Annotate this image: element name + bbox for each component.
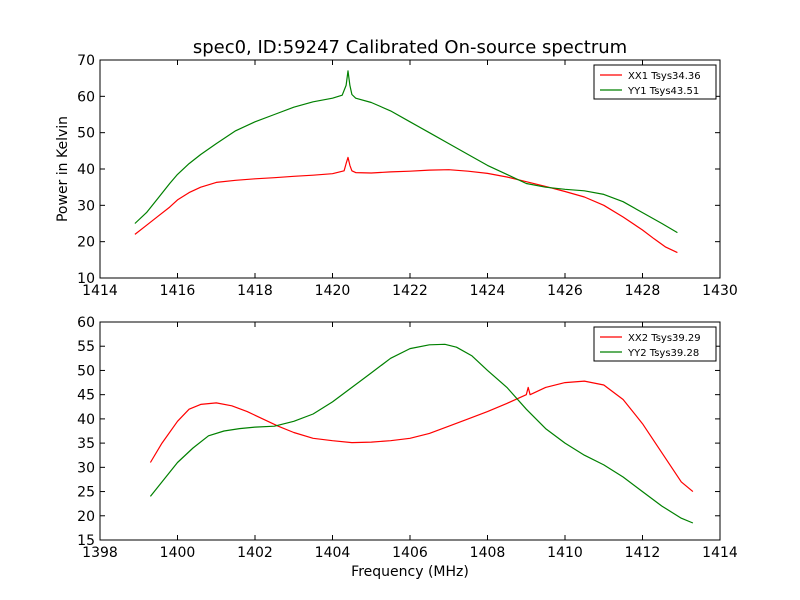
legend-box	[593, 326, 717, 362]
y-tick-label: 30	[77, 460, 95, 476]
x-tick-label: 1418	[237, 283, 273, 299]
legend: XX2 Tsys39.29 YY2 Tsys39.28	[593, 326, 717, 362]
y-axis-label: Power in Kelvin	[55, 116, 71, 222]
series-line-xx2	[149, 380, 694, 493]
y-tick-label: 40	[77, 412, 95, 428]
x-tick-label: 1412	[625, 545, 661, 561]
x-tick-label: 1428	[625, 283, 661, 299]
y-tick-label: 45	[77, 388, 95, 404]
chart-panel-2: 1398 1400 1402 1404 1406 1408 1410 1412 1414 15 20…	[77, 315, 738, 580]
x-tick-label: 1402	[237, 545, 273, 561]
y-tick-label: 60	[77, 89, 95, 105]
y-tick-label: 40	[77, 162, 95, 178]
x-tick-label: 1404	[315, 545, 351, 561]
y-tick-label: 60	[77, 315, 95, 331]
y-tick-label: 55	[77, 339, 95, 355]
legend: XX1 Tsys34.36 YY1 Tsys43.51	[593, 64, 717, 100]
x-tick-label: 1430	[702, 283, 738, 299]
legend-box	[593, 64, 717, 100]
y-tick-label: 35	[77, 436, 95, 452]
x-tick-label: 1414	[702, 545, 738, 561]
x-tick-label: 1420	[315, 283, 351, 299]
x-tick-label: 1406	[392, 545, 428, 561]
series-line-xx1	[134, 156, 678, 254]
series-line-yy1	[134, 70, 678, 234]
x-tick-label: 1398	[82, 545, 118, 561]
legend-entry: XX2 Tsys39.29	[628, 333, 701, 344]
chart-title: spec0, ID:59247 Calibrated On-source spe…	[193, 37, 627, 58]
y-tick-label: 20	[77, 235, 95, 251]
chart-panel-1: 1414 1416 1418 1420 1422 1424 1426 1428 1430 10 20…	[55, 53, 738, 299]
x-tick-label: 1414	[82, 283, 118, 299]
y-tick-label: 20	[77, 509, 95, 525]
x-tick-label: 1416	[160, 283, 196, 299]
y-tick-label: 50	[77, 126, 95, 142]
legend-entry: XX1 Tsys34.36	[628, 71, 701, 82]
x-axis-label: Frequency (MHz)	[351, 564, 469, 580]
y-tick-label: 70	[77, 53, 95, 69]
x-tick-label: 1410	[547, 545, 583, 561]
chart-panels: 1414 1416 1418 1420 1422 1424 1426 1428 1430 10 20…	[55, 53, 738, 580]
legend-entry: YY1 Tsys43.51	[627, 86, 699, 97]
y-tick-label: 30	[77, 198, 95, 214]
y-tick-label: 25	[77, 485, 95, 501]
series-line-yy2	[149, 343, 694, 524]
x-tick-label: 1400	[160, 545, 196, 561]
x-tick-label: 1408	[470, 545, 506, 561]
y-tick-label: 50	[77, 363, 95, 379]
legend-entry: YY2 Tsys39.28	[627, 348, 699, 359]
x-tick-label: 1426	[547, 283, 583, 299]
x-tick-label: 1422	[392, 283, 428, 299]
y-tick-label: 15	[77, 533, 95, 549]
x-tick-label: 1424	[470, 283, 506, 299]
y-tick-label: 10	[77, 271, 95, 287]
